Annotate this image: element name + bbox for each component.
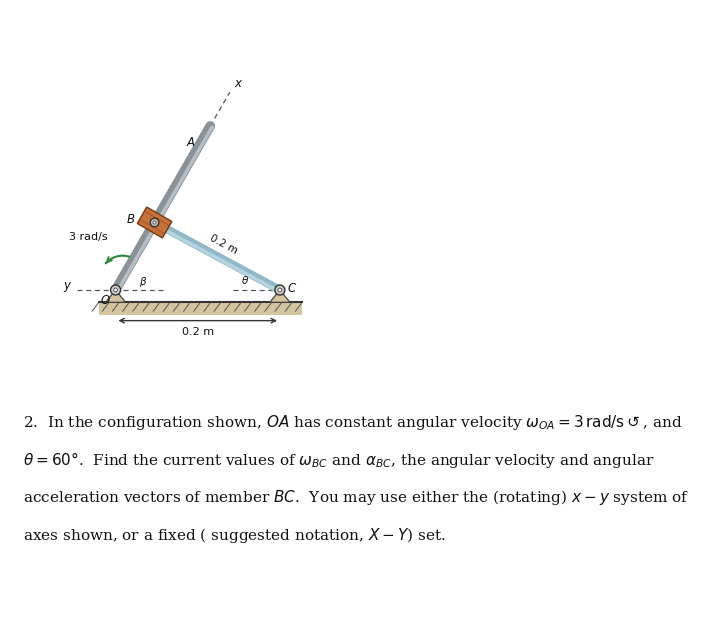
Text: 2.  In the configuration shown, $OA$ has constant angular velocity $\omega_{OA} : 2. In the configuration shown, $OA$ has … (22, 412, 682, 431)
Circle shape (150, 219, 159, 227)
Text: $\theta = 60°$.  Find the current values of $\omega_{BC}$ and $\alpha_{BC}$, the: $\theta = 60°$. Find the current values … (22, 451, 654, 470)
Text: $y$: $y$ (63, 280, 72, 294)
Polygon shape (270, 290, 290, 302)
Circle shape (153, 221, 156, 224)
Text: acceleration vectors of member $BC$.  You may use either the (rotating) $x - y$ : acceleration vectors of member $BC$. You… (22, 488, 689, 508)
Text: 0.2 m: 0.2 m (182, 327, 214, 337)
Circle shape (110, 285, 120, 295)
Text: $O$: $O$ (100, 295, 111, 308)
Circle shape (278, 288, 282, 292)
Text: $\beta$: $\beta$ (139, 275, 147, 288)
Text: $C$: $C$ (287, 282, 297, 295)
Text: 0.2 m: 0.2 m (208, 233, 239, 256)
Text: $x$: $x$ (234, 77, 244, 90)
Text: $A$: $A$ (186, 136, 196, 149)
Polygon shape (99, 302, 302, 314)
Text: $B$: $B$ (125, 213, 135, 226)
Circle shape (114, 288, 117, 292)
Text: axes shown, or a fixed ( suggested notation, $X - Y$) set.: axes shown, or a fixed ( suggested notat… (22, 526, 445, 545)
Circle shape (275, 285, 285, 295)
Text: $\theta$: $\theta$ (241, 274, 249, 286)
Text: 3 rad/s: 3 rad/s (69, 232, 107, 242)
Polygon shape (137, 207, 172, 238)
Polygon shape (106, 290, 125, 302)
